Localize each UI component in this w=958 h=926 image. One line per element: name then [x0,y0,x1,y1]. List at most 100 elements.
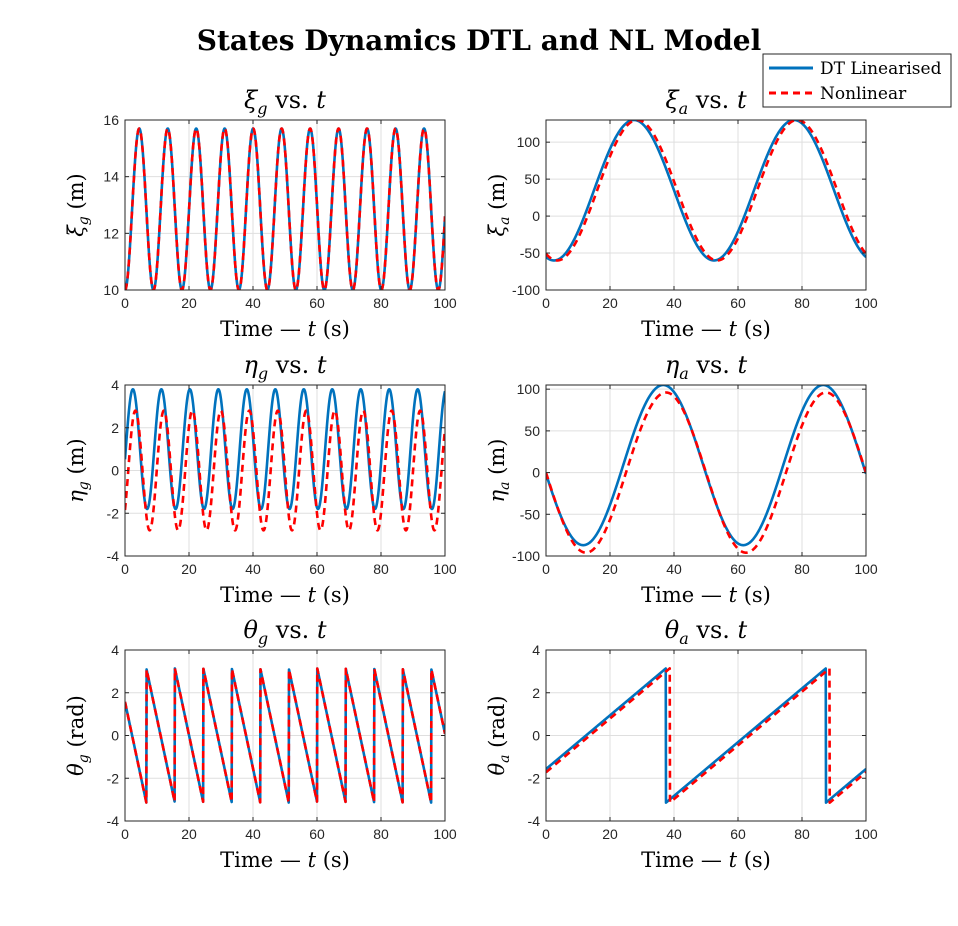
x-tick-label: 20 [181,561,197,577]
y-tick-label: -50 [520,506,540,522]
series-line-nonlinear [546,667,866,804]
x-axis-label: Time — t (s) [641,317,771,341]
x-tick-label: 80 [373,826,389,842]
legend-label-nonlinear: Nonlinear [820,84,907,104]
subplot-eta_g: 0 20 40 60 80 100 -4 -2 0 2 4 ηg vs. t Time — t (s) η… [64,351,457,607]
axes-frame [545,119,867,291]
x-tick-label: 60 [730,295,746,311]
y-tick-label: 4 [111,642,119,658]
x-axis-label: Time — t (s) [641,583,771,607]
subplot-theta_a: 0 20 40 60 80 100 -4 -2 0 2 4 θa vs. t Time — t (s) θ… [485,616,878,872]
x-tick-label: 20 [181,295,197,311]
x-tick-label: 60 [730,826,746,842]
x-axis-label: Time — t (s) [641,848,771,872]
x-tick-label: 100 [433,295,457,311]
x-tick-label: 40 [666,295,682,311]
subplot-title: ξg vs. t [244,86,326,118]
axes-frame [545,384,867,557]
y-tick-label: -50 [520,245,540,261]
subplot-eta_a: 0 20 40 60 80 100 -100 -50 0 50 100 ηa vs. t Time — … [485,351,878,607]
y-tick-label: 100 [517,381,541,397]
x-tick-label: 80 [794,826,810,842]
y-tick-label: 16 [103,112,119,128]
y-tick-label: 0 [532,208,540,224]
series-line-nonlinear [125,409,445,532]
series-line-dt-linearised [546,120,866,262]
x-tick-label: 0 [542,826,550,842]
y-tick-label: -2 [107,505,120,521]
y-axis-label: ηa (m) [485,439,513,503]
axes-frame [124,119,446,291]
x-tick-label: 40 [245,826,261,842]
legend: DT Linearised Nonlinear [762,53,952,108]
series-line-nonlinear [125,127,445,290]
y-tick-label: 0 [532,465,540,481]
y-tick-label: 0 [111,463,119,479]
y-axis-label: ξg (m) [64,173,92,237]
x-axis-label: Time — t (s) [220,317,350,341]
axes-box [545,119,867,291]
x-tick-label: 60 [309,295,325,311]
subplot-xi_g: 0 20 40 60 80 100 10 12 14 16 ξg vs. t Time — t (s)… [64,86,457,341]
x-tick-label: 0 [542,561,550,577]
legend-box [762,53,952,108]
x-tick-label: 60 [730,561,746,577]
x-tick-label: 100 [433,826,457,842]
y-tick-label: 100 [517,134,541,150]
x-tick-label: 20 [602,561,618,577]
subplot-title: θa vs. t [665,616,748,648]
x-tick-label: 40 [666,561,682,577]
x-tick-label: 20 [602,295,618,311]
y-tick-label: -100 [512,282,540,298]
x-tick-label: 60 [309,826,325,842]
y-tick-label: -4 [107,548,120,564]
y-tick-label: 10 [103,282,119,298]
y-axis-label: θg (rad) [64,695,92,776]
y-axis-label: ηg (m) [64,438,92,503]
x-tick-label: 100 [433,561,457,577]
subplot-theta_g: 0 20 40 60 80 100 -4 -2 0 2 4 θg vs. t Time — t (s) θ… [64,616,457,872]
y-tick-label: 0 [111,728,119,744]
subplot-title: ηa vs. t [665,351,748,383]
x-tick-label: 100 [854,826,878,842]
x-tick-label: 0 [121,295,129,311]
subplot-title: ηg vs. t [243,351,326,383]
series-line-dt-linearised [546,667,866,804]
x-tick-label: 40 [666,826,682,842]
x-tick-label: 80 [794,295,810,311]
figure-title: States Dynamics DTL and NL Model [197,24,762,57]
x-tick-label: 0 [121,826,129,842]
series-line-nonlinear [546,391,866,554]
x-axis-label: Time — t (s) [220,848,350,872]
x-axis-label: Time — t (s) [220,583,350,607]
subplot-title: θg vs. t [243,616,326,648]
x-tick-label: 20 [602,826,618,842]
subplot-xi_a: 0 20 40 60 80 100 -100 -50 0 50 100 ξa vs. t Time — … [485,86,878,341]
x-tick-label: 100 [854,561,878,577]
y-tick-label: 12 [103,225,119,241]
y-axis-label: ξa (m) [485,174,513,237]
y-tick-label: 14 [103,169,119,185]
x-tick-label: 80 [794,561,810,577]
y-tick-label: -4 [107,813,120,829]
legend-label-linearised: DT Linearised [820,59,942,79]
x-tick-label: 80 [373,295,389,311]
x-tick-label: 0 [542,295,550,311]
series-line-nonlinear [125,667,445,804]
y-tick-label: 2 [111,420,119,436]
y-tick-label: 4 [532,642,540,658]
x-tick-label: 40 [245,561,261,577]
y-tick-label: -2 [107,770,120,786]
y-tick-label: 2 [111,685,119,701]
series-line-dt-linearised [546,385,866,547]
y-tick-label: -100 [512,548,540,564]
y-tick-label: 50 [524,423,540,439]
y-axis-label: θa (rad) [485,695,513,775]
x-tick-label: 60 [309,561,325,577]
y-tick-label: -4 [528,813,541,829]
x-tick-label: 0 [121,561,129,577]
y-tick-label: 2 [532,685,540,701]
x-tick-label: 80 [373,561,389,577]
